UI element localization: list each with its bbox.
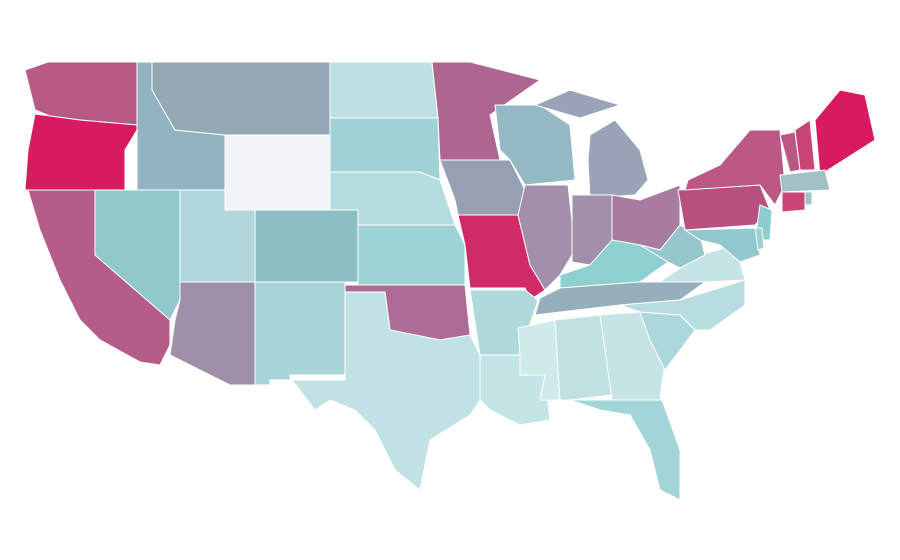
state (329, 117, 441, 181)
state (254, 209, 359, 283)
state (779, 169, 831, 193)
state (534, 281, 707, 316)
state (224, 134, 331, 211)
state (677, 184, 771, 231)
state (569, 399, 681, 501)
state (169, 281, 256, 386)
state (439, 159, 526, 216)
state (290, 291, 481, 491)
state (329, 61, 439, 119)
state (254, 281, 346, 386)
state (151, 61, 331, 136)
state (357, 224, 466, 286)
state (517, 184, 576, 291)
state (24, 113, 138, 191)
state (554, 314, 613, 401)
state (533, 89, 622, 119)
state (431, 61, 542, 161)
state (804, 191, 813, 206)
state (619, 279, 746, 331)
state (781, 191, 806, 213)
state (814, 89, 876, 176)
state (587, 119, 649, 199)
state (754, 227, 765, 251)
state (639, 224, 706, 269)
state (794, 119, 816, 171)
